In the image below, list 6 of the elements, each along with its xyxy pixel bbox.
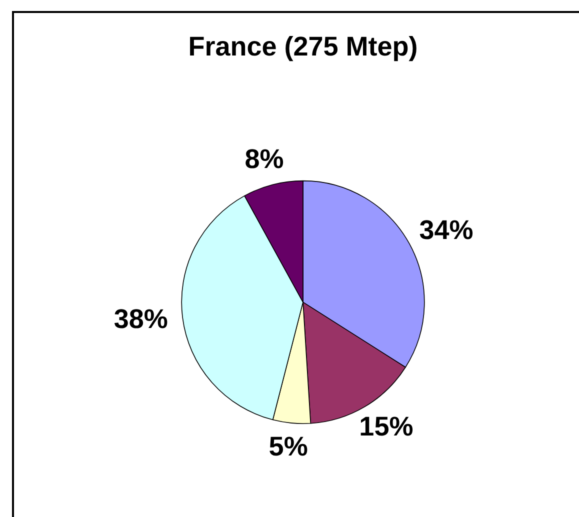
data-label: 15%: [359, 412, 414, 442]
chart-title: France (275 Mtep): [188, 32, 418, 62]
data-label: 34%: [419, 215, 474, 246]
data-label: 5%: [268, 431, 308, 462]
data-label: 8%: [244, 144, 284, 174]
data-label: 38%: [114, 304, 168, 334]
